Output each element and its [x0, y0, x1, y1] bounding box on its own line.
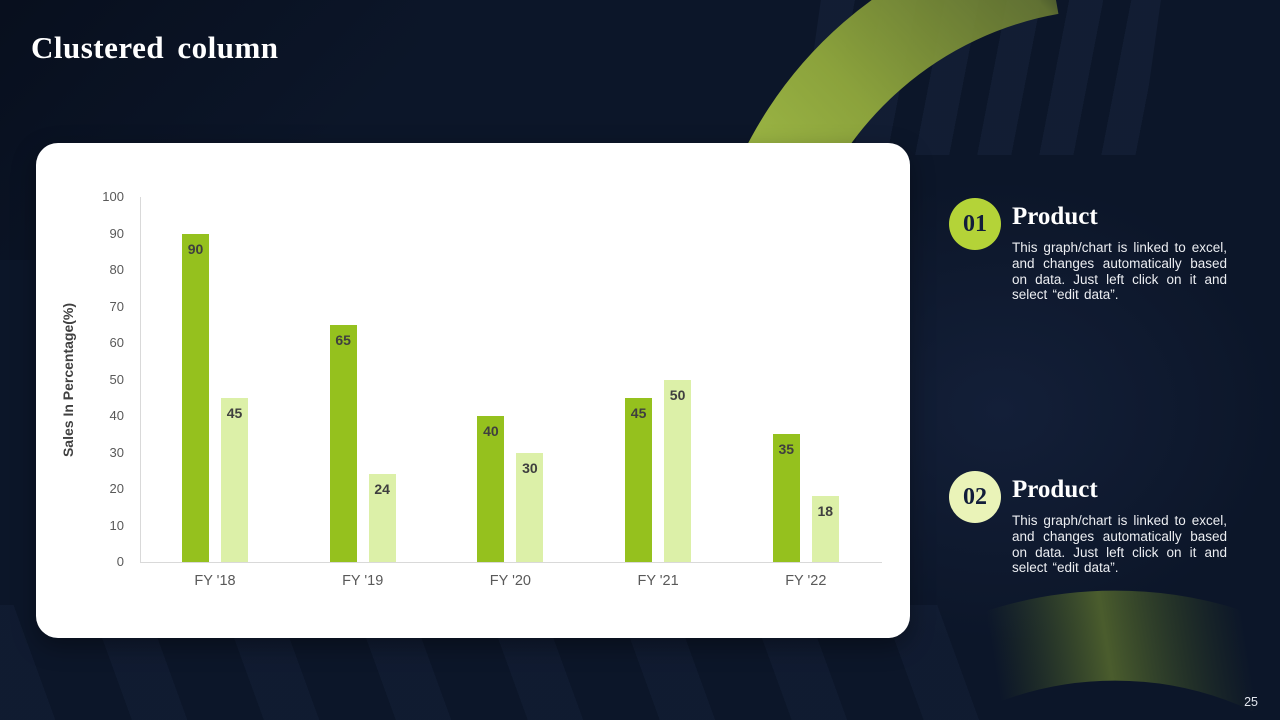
callout-number-badge: 01 [949, 198, 1001, 250]
callout-body: Product This graph/chart is linked to exc… [1012, 198, 1239, 303]
y-axis-tick-label: 10 [109, 517, 124, 533]
y-axis-tick-label: 30 [109, 444, 124, 460]
y-axis-tick-label: 20 [109, 481, 124, 496]
decorative-arc-bottom [939, 590, 1280, 712]
clustered-column-chart[interactable]: 0 10 20 30 40 50 60 70 80 90 100 Sales In Percentag… [36, 143, 910, 638]
y-axis-tick-label: 80 [109, 262, 124, 277]
x-axis-category-label: FY '20 [489, 573, 531, 589]
callout-body: Product This graph/chart is linked to exc… [1012, 471, 1239, 576]
y-axis-tick-label: 50 [109, 371, 124, 387]
bar-series-2-20 [516, 452, 544, 562]
chart-card[interactable]: 0 10 20 30 40 50 60 70 80 90 100 Sales In Percentag… [36, 143, 910, 638]
callout-number: 01 [963, 210, 987, 237]
page-number: 25 [1244, 695, 1258, 709]
x-axis-category-label: FY '21 [637, 573, 679, 589]
bar-data-label: 45 [630, 404, 647, 421]
bar-series-1-19 [329, 324, 357, 562]
bar-series-1-22 [772, 434, 800, 562]
bar-series-2-18 [221, 397, 248, 562]
y-axis-tick-label: 100 [102, 189, 124, 204]
callout-number-badge: 02 [949, 471, 1001, 523]
y-axis-line [140, 197, 141, 562]
bar-series-2-21 [664, 379, 692, 562]
bar-data-label: 35 [778, 441, 795, 458]
slide-title: Clustered column [31, 30, 279, 65]
bar-data-label: 30 [522, 459, 538, 476]
y-axis-tick-label: 0 [116, 554, 124, 569]
y-axis-title: Sales In Percentage(%) [60, 302, 76, 458]
callout-description: This graph/chart is linked to excel, and… [1012, 513, 1227, 576]
bar-series-2-19 [368, 474, 396, 562]
callout-number: 02 [963, 483, 987, 510]
callout-product-1: 01 Product This graph/chart is linked to e… [949, 198, 1239, 303]
x-axis-category-label: FY '18 [194, 573, 236, 589]
x-axis-category-label: FY '19 [342, 573, 384, 589]
callout-description: This graph/chart is linked to excel, and… [1012, 240, 1227, 303]
x-axis-category-label: FY '22 [785, 573, 827, 589]
bar-series-1-20 [477, 416, 505, 562]
callout-title: Product [1012, 203, 1098, 230]
bar-series-1-21 [625, 397, 653, 562]
callout-product-2: 02 Product This graph/chart is linked to e… [949, 471, 1239, 576]
bar-data-label: 18 [817, 503, 834, 520]
callout-title: Product [1012, 476, 1098, 503]
bar-data-label: 40 [483, 423, 499, 439]
y-axis-tick-label: 70 [109, 298, 124, 314]
bar-series-1-18 [182, 233, 209, 562]
bar-series-2-22 [811, 496, 839, 562]
bar-data-label: 90 [187, 240, 204, 257]
y-axis-tick-label: 60 [109, 335, 124, 350]
y-axis-tick-label: 40 [109, 408, 124, 423]
x-axis-line [140, 562, 882, 563]
bar-data-label: 50 [669, 386, 686, 403]
bar-data-label: 65 [335, 331, 351, 348]
y-axis-tick-label: 90 [109, 225, 124, 241]
bar-data-label: 24 [374, 481, 390, 498]
bar-data-label: 45 [226, 404, 243, 421]
